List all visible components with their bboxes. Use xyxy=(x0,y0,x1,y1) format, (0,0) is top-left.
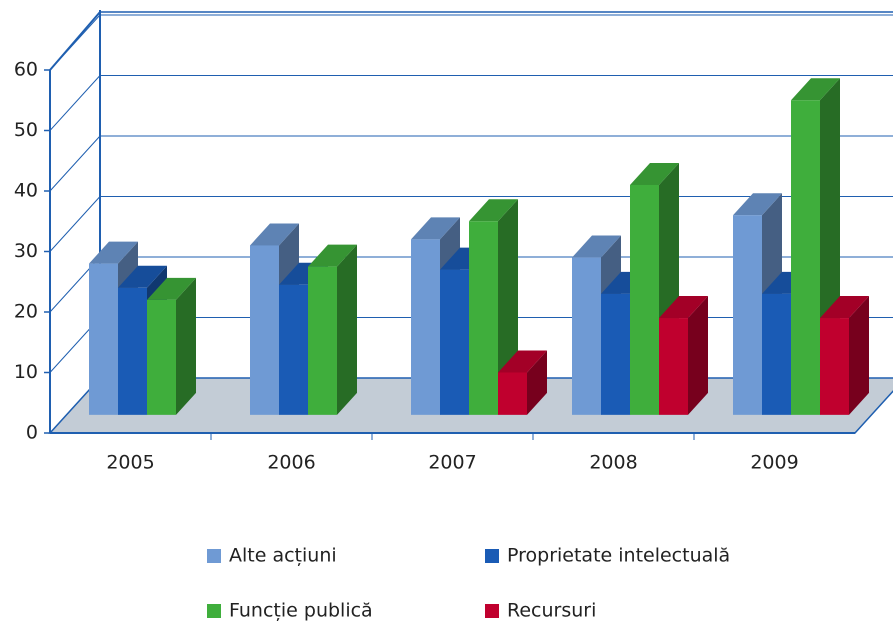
bar-side xyxy=(337,244,357,415)
bar xyxy=(411,239,440,415)
bar-top xyxy=(498,350,547,373)
legend-label: Proprietate intelectuală xyxy=(507,545,730,567)
grid-line xyxy=(49,196,101,252)
x-tick-label: 2005 xyxy=(106,452,154,474)
y-tick-label: 10 xyxy=(14,361,38,383)
bar-top xyxy=(630,162,679,185)
bar xyxy=(440,269,469,415)
bar xyxy=(572,257,601,415)
bar-top xyxy=(147,277,196,300)
bar-top xyxy=(250,223,299,246)
y-tick-label: 0 xyxy=(26,422,38,444)
bar-top xyxy=(308,244,357,267)
legend-label: Alte acțiuni xyxy=(229,545,337,567)
bar-top xyxy=(733,193,782,216)
bar-top xyxy=(820,296,869,319)
grid-line xyxy=(49,135,101,192)
grid-line xyxy=(49,75,101,131)
y-tick-label: 60 xyxy=(14,59,38,81)
bar xyxy=(498,372,527,415)
legend-swatch xyxy=(485,549,499,563)
bar xyxy=(791,100,820,415)
bar-top xyxy=(89,241,138,264)
bar xyxy=(89,263,118,415)
legend-swatch xyxy=(207,604,221,618)
x-tick-label: 2008 xyxy=(589,452,637,474)
legend-swatch xyxy=(485,604,499,618)
bar-top xyxy=(469,199,518,222)
bar xyxy=(308,266,337,415)
bar xyxy=(279,284,308,415)
y-tick-label: 40 xyxy=(14,180,38,202)
bar-top xyxy=(411,217,460,240)
y-tick-label: 20 xyxy=(14,301,38,323)
bar-top xyxy=(791,78,840,101)
bar-side xyxy=(688,296,708,415)
grid-line xyxy=(49,14,101,71)
bar xyxy=(601,293,630,415)
bar-top xyxy=(572,235,621,258)
x-tick-label: 2007 xyxy=(428,452,476,474)
bar-side xyxy=(849,296,869,415)
bar xyxy=(469,221,498,415)
bar-side xyxy=(527,350,547,415)
x-tick-label: 2006 xyxy=(267,452,315,474)
bar xyxy=(630,184,659,415)
bar xyxy=(659,318,688,415)
legend-label: Recursuri xyxy=(507,600,596,622)
legend-swatch xyxy=(207,549,221,563)
bar xyxy=(733,215,762,415)
legend-label: Funcție publică xyxy=(229,600,373,622)
bar xyxy=(250,245,279,415)
bar-top xyxy=(659,296,708,319)
bar xyxy=(147,299,176,415)
bar-top xyxy=(118,265,167,288)
y-tick-label: 50 xyxy=(14,119,38,141)
x-tick-label: 2009 xyxy=(750,452,798,474)
bar xyxy=(820,318,849,415)
y-tick-label: 30 xyxy=(14,240,38,262)
bar xyxy=(762,293,791,415)
bar-side xyxy=(176,277,196,415)
bar xyxy=(118,287,147,415)
